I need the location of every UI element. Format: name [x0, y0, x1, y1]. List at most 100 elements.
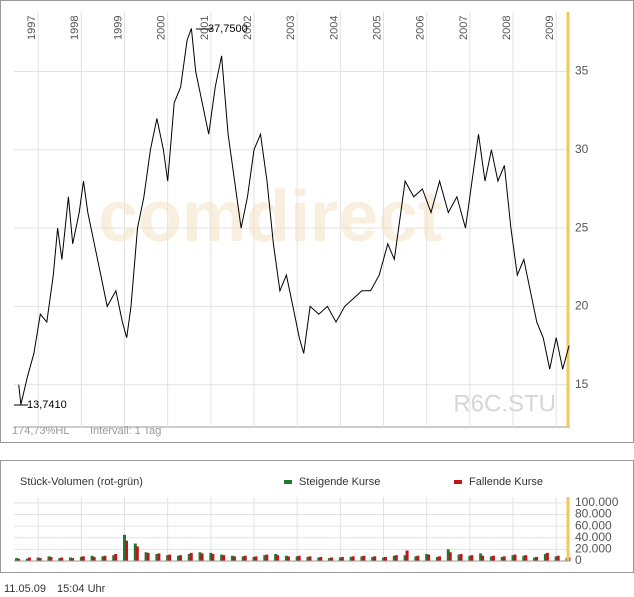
volume-bar	[306, 556, 310, 561]
volume-bar	[90, 555, 94, 561]
volume-bar	[166, 555, 170, 561]
volume-bar	[209, 552, 213, 561]
volume-bar	[556, 555, 560, 561]
volume-bar	[425, 554, 429, 561]
volume-bar	[49, 556, 53, 561]
volume-bar	[60, 557, 64, 561]
y-tick-label: 25	[575, 220, 589, 234]
volume-bar	[362, 555, 366, 561]
y-tick-label: 40.000	[575, 530, 612, 544]
volume-bar	[15, 558, 19, 561]
volume-bar	[135, 546, 139, 561]
volume-bar	[125, 540, 129, 561]
x-tick-label: 2002	[242, 16, 254, 40]
footer-date: 11.05.09	[4, 583, 46, 595]
volume-bar	[79, 556, 83, 561]
hl-label: 174,73%HL	[12, 425, 70, 437]
x-tick-label: 2000	[156, 16, 168, 40]
watermark: comdirect	[98, 177, 442, 257]
volume-bar	[522, 555, 526, 561]
volume-bar	[351, 556, 355, 561]
low-label: 13,7410	[27, 399, 67, 411]
legend-swatch	[454, 480, 462, 484]
volume-bar	[232, 556, 236, 561]
volume-bar	[457, 554, 461, 561]
volume-bar	[146, 552, 150, 561]
volume-bar	[500, 556, 504, 561]
x-tick-label: 1998	[69, 16, 81, 40]
volume-bar	[384, 556, 388, 561]
y-tick-label: 20	[575, 299, 589, 313]
volume-bar	[414, 556, 418, 561]
volume-bar	[58, 558, 62, 561]
volume-bar	[535, 556, 539, 561]
legend-label: Steigende Kurse	[299, 476, 380, 488]
volume-bar	[554, 556, 558, 561]
y-tick-label: 60.000	[575, 518, 612, 532]
symbol-label: R6C.STU	[453, 390, 556, 417]
x-tick-label: 2006	[415, 16, 427, 40]
volume-bar	[211, 554, 215, 561]
volume-bar	[340, 556, 344, 561]
volume-bar	[200, 553, 204, 561]
volume-bar	[168, 554, 172, 561]
volume-bar	[319, 556, 323, 561]
x-tick-label: 2008	[501, 16, 513, 40]
price-line	[18, 28, 570, 405]
volume-bar	[222, 555, 226, 561]
volume-bar	[349, 556, 353, 561]
volume-bar	[317, 557, 321, 561]
high-label: 37,7500	[208, 23, 248, 35]
volume-bar	[47, 556, 51, 561]
volume-bar	[448, 552, 452, 561]
volume-bar	[198, 552, 202, 561]
volume-bar	[524, 555, 528, 561]
x-tick-label: 2004	[328, 16, 340, 40]
y-tick-label: 0	[575, 553, 582, 567]
volume-bar	[36, 557, 40, 561]
volume-title: Stück-Volumen (rot-grün)	[20, 476, 143, 488]
volume-bar	[489, 556, 493, 561]
volume-bar	[284, 555, 288, 561]
x-tick-label: 1997	[26, 16, 38, 40]
legend-swatch	[284, 480, 292, 484]
volume-bar	[405, 550, 409, 561]
volume-bar	[38, 558, 42, 561]
volume-bar	[103, 555, 107, 561]
volume-bar	[295, 556, 299, 561]
interval-label: Intervall: 1 Tag	[90, 425, 161, 437]
volume-bar	[17, 558, 21, 561]
volume-bar	[446, 549, 450, 561]
volume-bar	[502, 556, 506, 561]
y-tick-label: 35	[575, 64, 589, 78]
x-tick-label: 2007	[458, 16, 470, 40]
volume-bar	[123, 534, 127, 561]
volume-bar	[71, 558, 75, 561]
volume-bar	[511, 555, 515, 561]
volume-bar	[403, 555, 407, 561]
volume-bar	[265, 554, 269, 561]
volume-bar	[92, 556, 96, 561]
volume-bar	[545, 552, 549, 561]
x-tick-label: 2003	[285, 16, 297, 40]
volume-bar	[437, 556, 441, 561]
legend-label: Fallende Kurse	[469, 476, 543, 488]
x-tick-label: 2001	[199, 16, 211, 40]
volume-bar	[27, 557, 31, 561]
volume-bar	[276, 555, 280, 561]
volume-bar	[157, 553, 161, 561]
volume-bar	[297, 555, 301, 561]
x-tick-label: 2005	[371, 16, 383, 40]
volume-bar	[243, 555, 247, 561]
volume-bar	[274, 554, 278, 561]
volume-bar	[543, 554, 547, 561]
x-tick-label: 1999	[112, 16, 124, 40]
volume-bar	[394, 555, 398, 561]
volume-bar	[254, 556, 258, 561]
volume-bar	[263, 555, 267, 561]
volume-bar	[338, 557, 342, 561]
volume-bar	[373, 556, 377, 561]
volume-bar	[155, 554, 159, 561]
